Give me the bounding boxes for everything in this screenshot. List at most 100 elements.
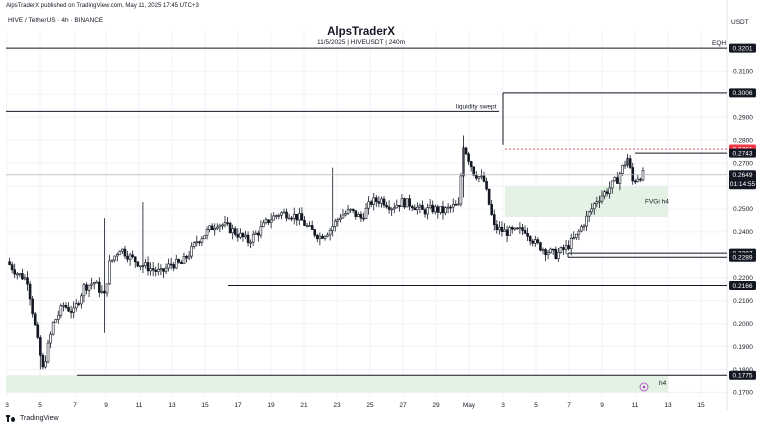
candle-body bbox=[569, 237, 573, 250]
candle-body bbox=[582, 225, 586, 228]
candle-body bbox=[487, 188, 491, 205]
candle-body bbox=[551, 248, 555, 251]
x-tick-label: 9 bbox=[600, 402, 604, 409]
candle-body bbox=[292, 213, 296, 219]
candle-body bbox=[121, 248, 124, 252]
price-tag-box bbox=[729, 252, 756, 262]
candle-body bbox=[321, 235, 324, 239]
candle-body bbox=[80, 295, 83, 305]
candle-body bbox=[41, 354, 45, 368]
price-tag: 0.2743 bbox=[729, 148, 756, 158]
candle-body bbox=[233, 228, 237, 235]
candle-body bbox=[431, 204, 435, 213]
candle-body bbox=[359, 214, 363, 219]
x-tick-label: 5 bbox=[534, 402, 538, 409]
candle-body bbox=[174, 259, 178, 269]
x-tick-label: 13 bbox=[168, 402, 176, 409]
candle-body bbox=[544, 249, 547, 256]
candle-body bbox=[128, 254, 132, 260]
candle-body bbox=[169, 263, 173, 266]
symbol-legend[interactable]: HIVE / TetherUS · 4h · BINANCE bbox=[8, 17, 104, 24]
candle-body bbox=[228, 222, 232, 234]
candle-body bbox=[31, 298, 34, 315]
candle-body bbox=[380, 198, 383, 204]
candle-body bbox=[105, 283, 109, 294]
candle-body bbox=[410, 205, 414, 209]
candle-body bbox=[144, 262, 147, 266]
y-tick-label: 0.1700 bbox=[733, 390, 753, 397]
candle-body bbox=[372, 197, 376, 205]
candle-body bbox=[439, 206, 442, 213]
x-tick-label: 5 bbox=[38, 402, 42, 409]
candle-body bbox=[272, 215, 276, 221]
candle-body bbox=[416, 206, 419, 211]
candle-body bbox=[562, 247, 565, 250]
candle-body bbox=[605, 191, 609, 194]
candle-body bbox=[413, 207, 417, 211]
candle-body bbox=[472, 166, 476, 176]
price-tag: 0.2649 01:14:55 bbox=[729, 170, 756, 190]
candle-body bbox=[590, 208, 594, 213]
candle-body bbox=[295, 213, 299, 221]
candle-body bbox=[382, 198, 386, 206]
candle-body bbox=[36, 324, 40, 338]
footer-brand[interactable]: TradingView bbox=[6, 415, 59, 422]
candle-body bbox=[180, 262, 183, 265]
candle-body bbox=[451, 204, 455, 208]
candle-body bbox=[108, 260, 111, 285]
candle-body bbox=[218, 224, 222, 228]
candle-body bbox=[300, 213, 304, 221]
price-tag-box bbox=[729, 370, 756, 380]
x-tick-label: 29 bbox=[432, 402, 440, 409]
candle-body bbox=[634, 180, 637, 183]
candle-body bbox=[577, 230, 581, 235]
candle-body bbox=[264, 219, 268, 224]
levels bbox=[6, 47, 727, 376]
tradingview-logo-icon bbox=[6, 415, 16, 422]
candle-body bbox=[98, 281, 101, 293]
candle-body bbox=[249, 241, 252, 244]
candle-body bbox=[362, 217, 365, 220]
candle-body bbox=[298, 213, 301, 221]
candle-body bbox=[33, 313, 37, 326]
candle-body bbox=[349, 208, 352, 211]
candle-body bbox=[310, 225, 314, 230]
candle-body bbox=[503, 229, 506, 232]
candle-body bbox=[192, 242, 196, 247]
candle-body bbox=[333, 220, 337, 227]
candle-body bbox=[198, 241, 201, 244]
candle-body bbox=[367, 201, 370, 209]
x-tick-label: 11 bbox=[632, 402, 639, 409]
candle-body bbox=[369, 201, 373, 205]
candle-body bbox=[587, 211, 591, 217]
candle-body bbox=[274, 215, 278, 217]
gridlines bbox=[6, 0, 728, 410]
candle-body bbox=[385, 204, 388, 208]
candle-body bbox=[131, 254, 134, 258]
candle-body bbox=[613, 177, 617, 182]
candle-body bbox=[172, 264, 175, 269]
candle-body bbox=[444, 207, 447, 214]
candle-body bbox=[8, 261, 11, 265]
candle-body bbox=[167, 263, 170, 269]
candle-body bbox=[285, 211, 288, 219]
candle-body bbox=[318, 235, 322, 240]
candle-body bbox=[508, 227, 511, 236]
candle-body bbox=[464, 147, 468, 155]
y-tick-label: 0.1800 bbox=[733, 367, 753, 374]
candle-body bbox=[323, 235, 327, 239]
candle-body bbox=[441, 206, 445, 214]
candle-body bbox=[641, 169, 645, 181]
x-tick-label: 17 bbox=[234, 402, 242, 409]
candle-body bbox=[236, 234, 240, 238]
price-tag: 0.3006 bbox=[729, 88, 756, 98]
candle-body bbox=[62, 304, 65, 307]
y-tick-label: 0.2500 bbox=[733, 206, 753, 213]
currency-label: USDT bbox=[731, 19, 749, 26]
x-tick-label: 11 bbox=[136, 402, 143, 409]
y-tick-label: 0.1900 bbox=[733, 344, 753, 351]
candle-body bbox=[26, 277, 29, 285]
price-tag-value: 0.2649 bbox=[733, 172, 753, 179]
candle-body bbox=[82, 284, 86, 297]
